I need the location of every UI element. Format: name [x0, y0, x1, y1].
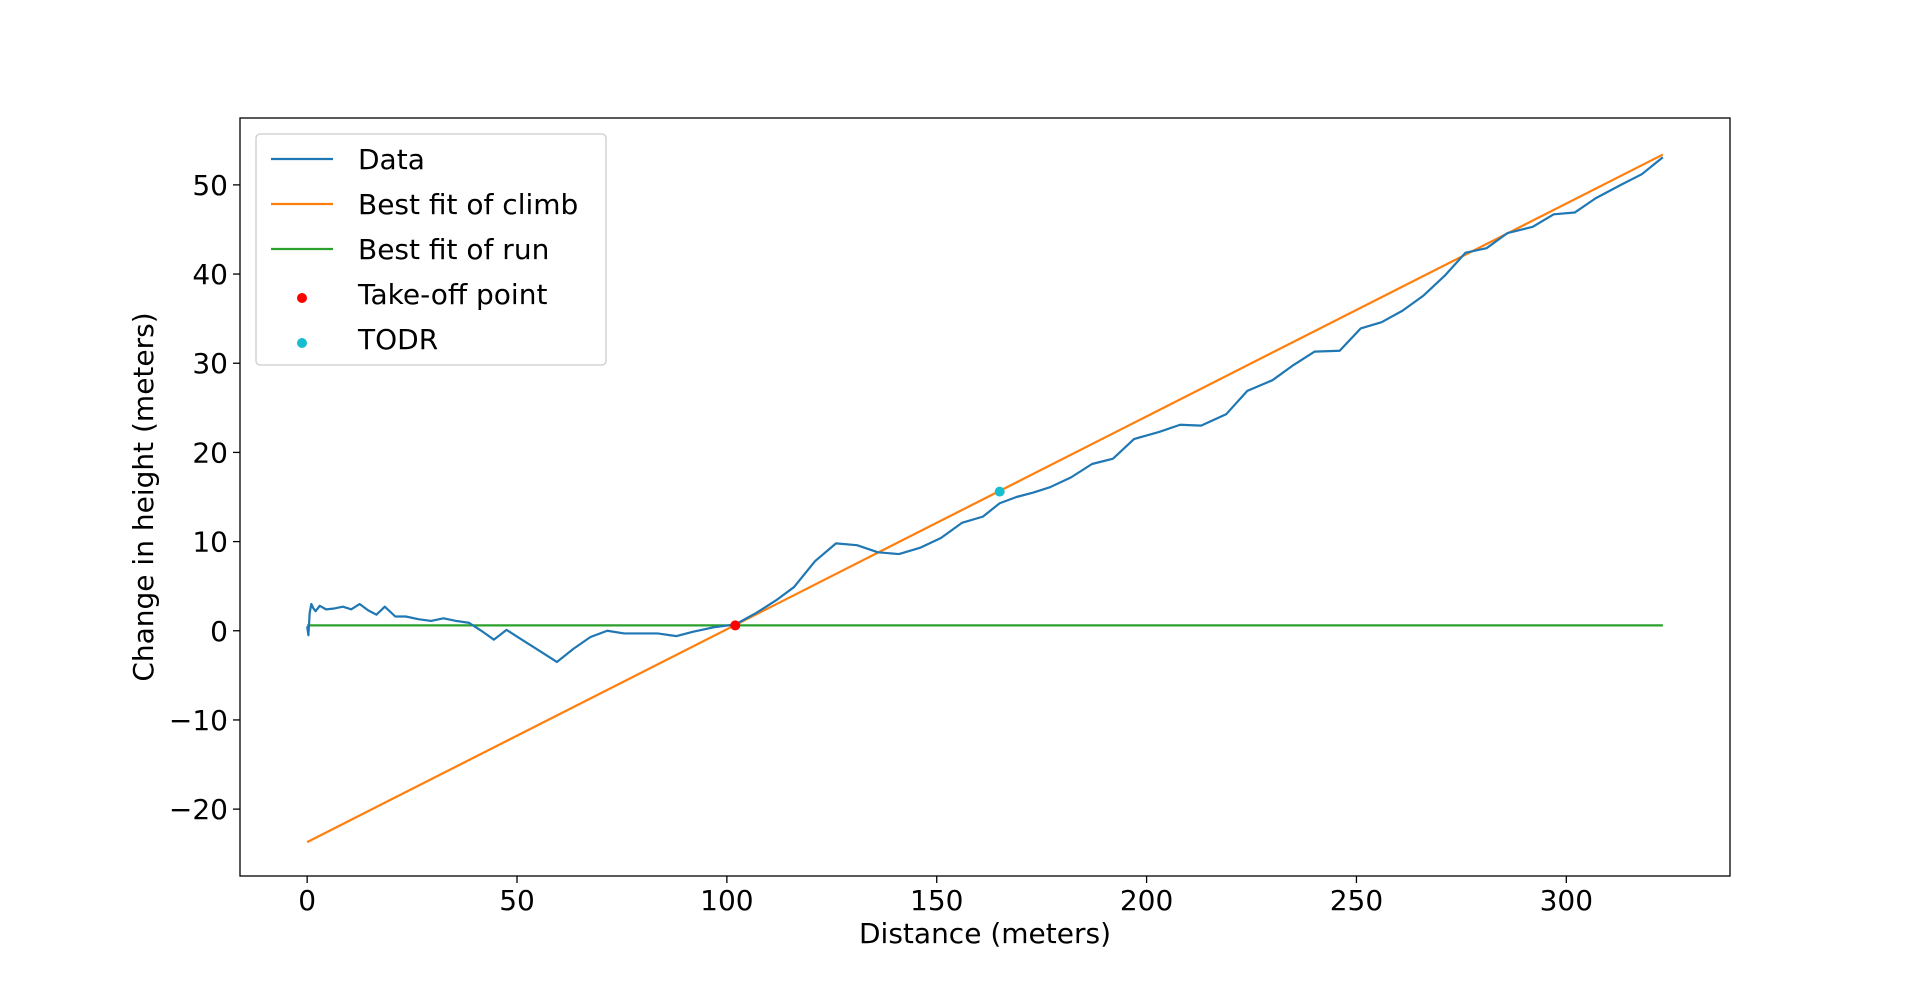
y-tick-label: 50 [192, 169, 228, 202]
x-tick-label: 50 [499, 884, 535, 917]
x-tick-label: 200 [1120, 884, 1173, 917]
series-line-best-fit-of-climb [306, 153, 1664, 844]
legend-label: Best fit of run [358, 233, 549, 266]
x-axis: 0 50 100 150 200 250 300 [298, 876, 1593, 917]
y-tick-label: 20 [192, 436, 228, 469]
legend: Data Best fit of climb Best fit of run Take… [255, 133, 607, 366]
data-point-todr [994, 486, 1005, 497]
y-axis-label: Change in height (meters) [127, 312, 160, 681]
legend-swatch [297, 338, 307, 348]
x-tick-label: 150 [910, 884, 963, 917]
y-tick-label: 10 [192, 526, 228, 559]
y-tick-label: −10 [169, 704, 228, 737]
x-axis-label: Distance (meters) [859, 917, 1111, 950]
y-axis: −20 −10 0 10 20 30 40 50 [169, 169, 240, 826]
legend-swatch [297, 293, 307, 303]
legend-frame [255, 133, 607, 366]
legend-label: Data [358, 143, 425, 176]
y-tick-label: 0 [210, 615, 228, 648]
legend-label: TODR [357, 323, 438, 356]
x-tick-label: 300 [1540, 884, 1593, 917]
series-line-data [306, 156, 1664, 664]
series-layer [306, 153, 1664, 844]
x-tick-label: 0 [298, 884, 316, 917]
legend-label: Best fit of climb [358, 188, 578, 221]
x-tick-label: 250 [1330, 884, 1383, 917]
x-tick-label: 100 [700, 884, 753, 917]
y-tick-label: −20 [169, 793, 228, 826]
y-tick-label: 30 [192, 347, 228, 380]
legend-label: Take-off point [357, 278, 547, 311]
y-tick-label: 40 [192, 258, 228, 291]
data-point-take-off-point [730, 620, 741, 631]
